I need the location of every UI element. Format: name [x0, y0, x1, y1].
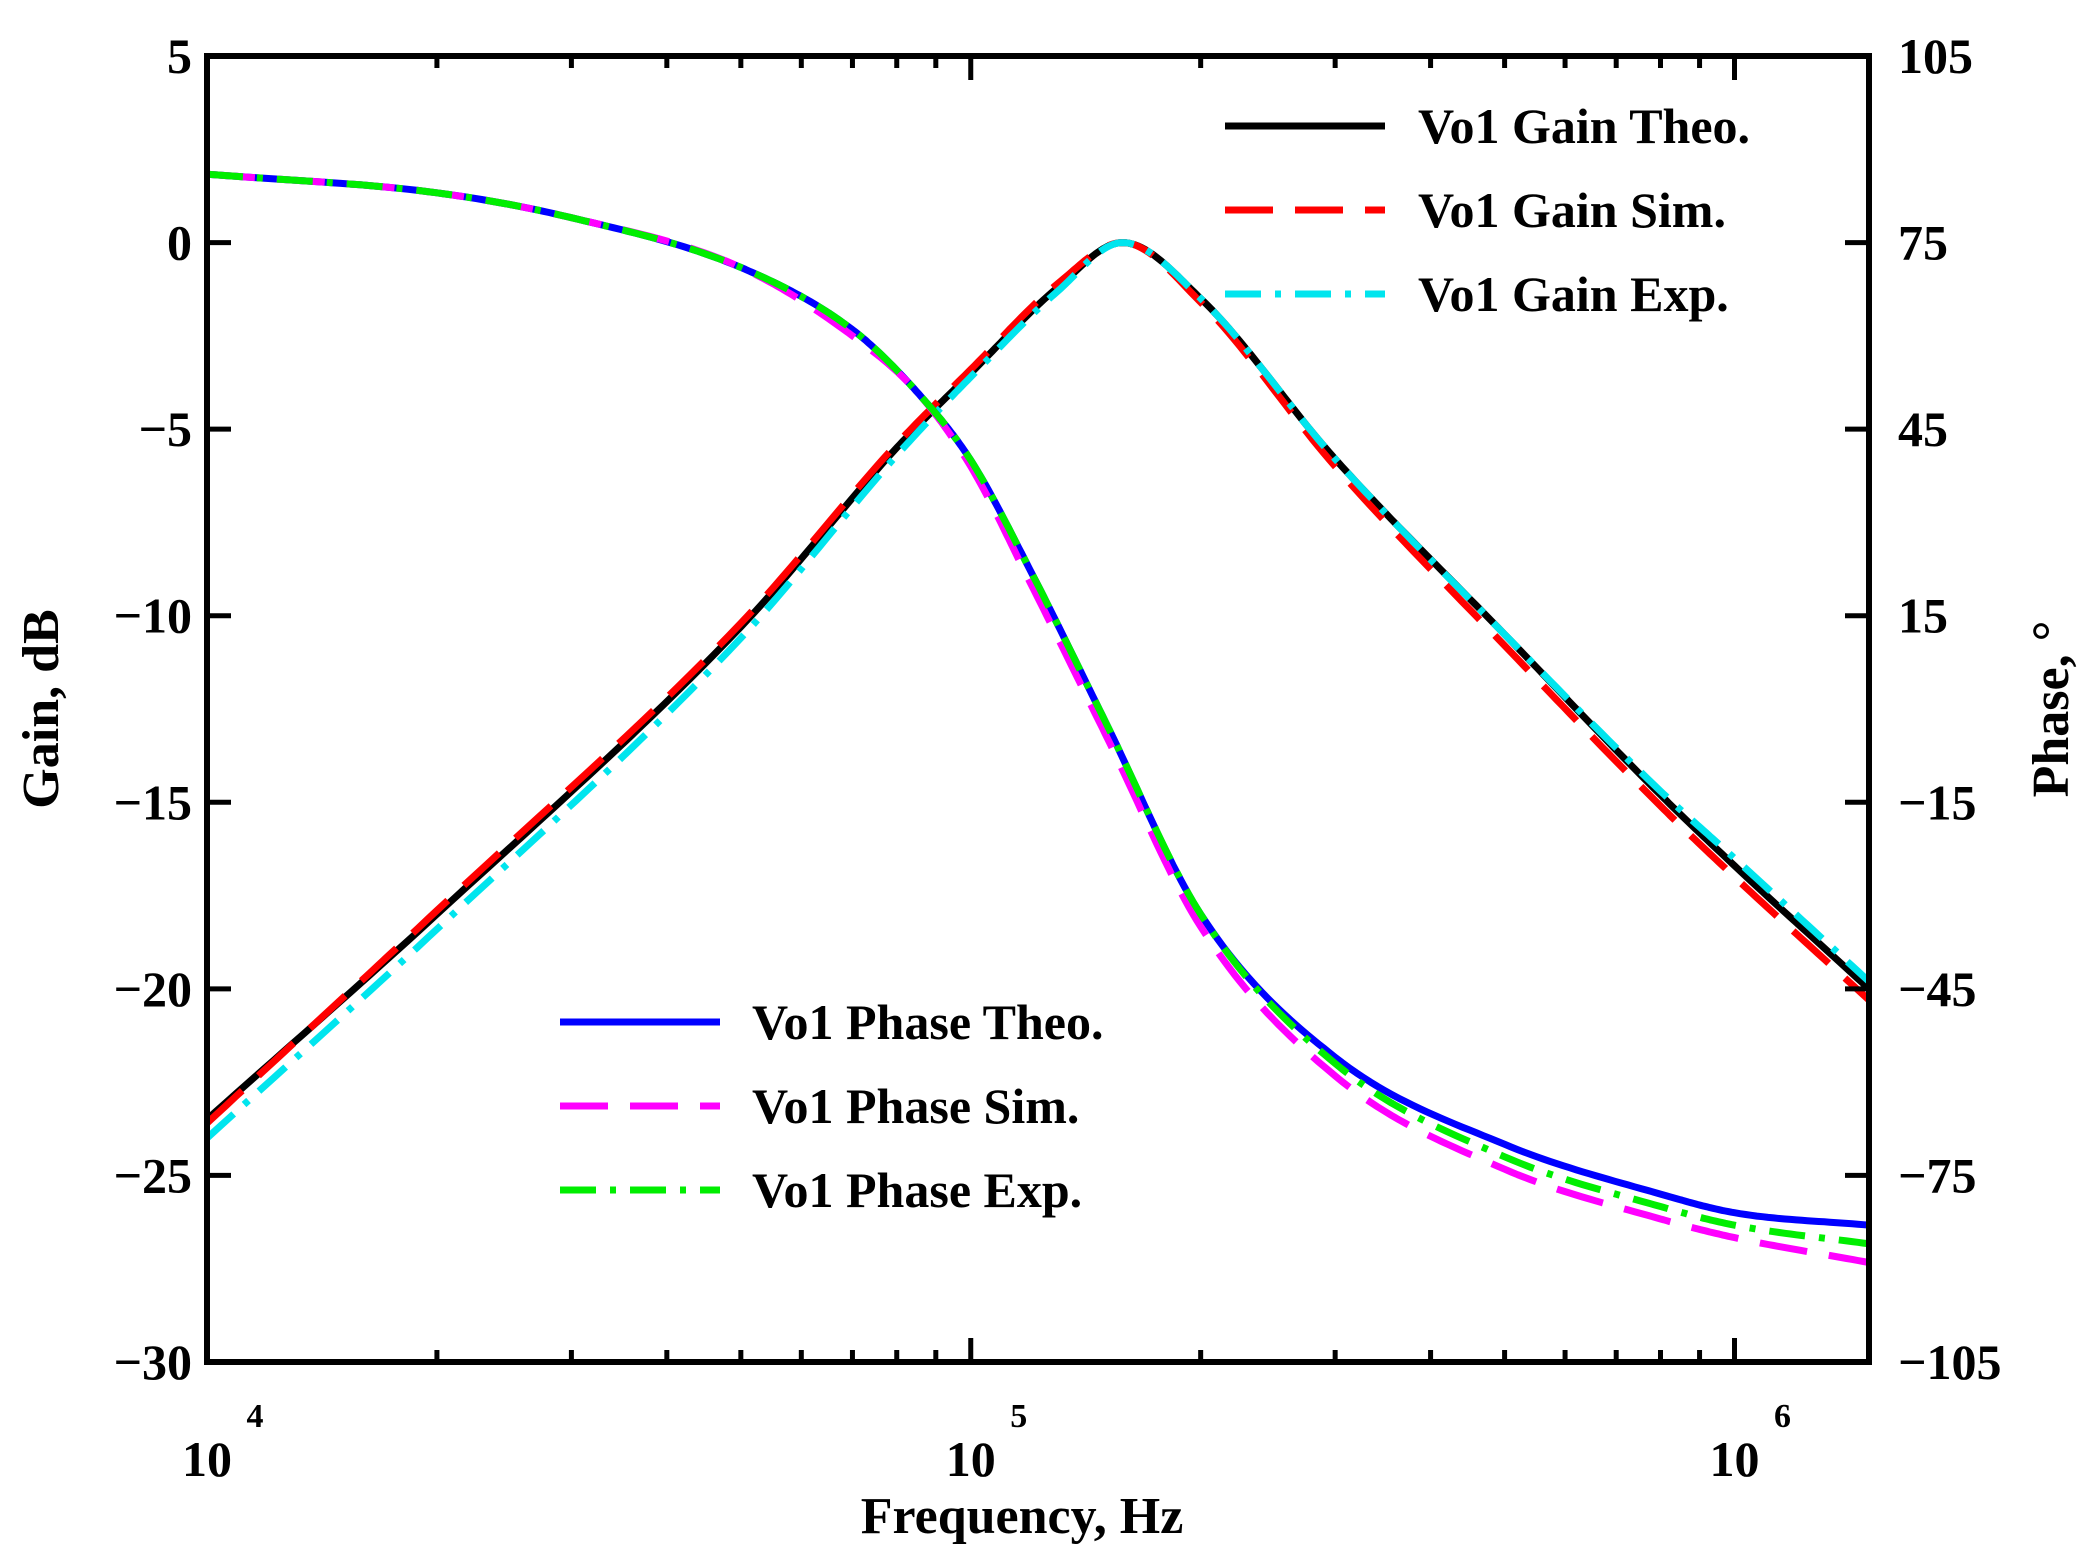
- plot-frame: [204, 53, 1872, 1365]
- x-tick-label-base: 10: [1710, 1431, 1760, 1487]
- legend-bottom-center: Vo1 Phase Theo. Vo1 Phase Sim. Vo1 Phase E…: [560, 994, 1103, 1218]
- x-tick-label-base: 10: [946, 1431, 996, 1487]
- y2-tick-label: −15: [1898, 774, 1977, 830]
- legend-label-phase_sim: Vo1 Phase Sim.: [752, 1078, 1079, 1134]
- x-tick-label: 10 4: [182, 1398, 264, 1487]
- legend-top-right: Vo1 Gain Theo. Vo1 Gain Sim. Vo1 Gain Exp.: [1225, 98, 1750, 322]
- series-layer: [207, 170, 1869, 1266]
- y-tick-label: −5: [139, 401, 193, 457]
- legend-label-gain_theo: Vo1 Gain Theo.: [1418, 98, 1750, 154]
- series-line-gain_theo: [207, 239, 1869, 1123]
- x-tick-label-exp: 4: [247, 1398, 264, 1435]
- legend-label-gain_exp: Vo1 Gain Exp.: [1418, 266, 1729, 322]
- series-line-gain_sim: [207, 239, 1869, 1126]
- x-tick-label: 10 5: [946, 1398, 1028, 1487]
- y2-tick-label: −45: [1898, 961, 1977, 1017]
- series-line-phase_theo: [207, 170, 1869, 1229]
- x-tick-label: 10 6: [1710, 1398, 1792, 1487]
- y2-tick-label: −75: [1898, 1147, 1977, 1203]
- series-line-gain_exp: [207, 239, 1869, 1141]
- y2-tick-label: 45: [1898, 401, 1948, 457]
- y-axis-title: Gain, dB: [13, 609, 70, 808]
- legend-layer: Vo1 Gain Theo. Vo1 Gain Sim. Vo1 Gain Exp.…: [560, 98, 1750, 1218]
- y-tick-label: −20: [114, 961, 193, 1017]
- legend-label-phase_exp: Vo1 Phase Exp.: [752, 1162, 1082, 1218]
- label-layer: 10410510650−5−10−15−20−25−30105754515−15…: [114, 28, 2002, 1487]
- y2-axis-title: Phase, °: [2023, 621, 2077, 798]
- x-axis-title: Frequency, Hz: [861, 1488, 1184, 1545]
- y2-tick-label: −105: [1898, 1334, 2002, 1390]
- y-tick-label: 5: [167, 28, 192, 84]
- x-tick-label-base: 10: [182, 1431, 232, 1487]
- y2-tick-label: 105: [1898, 28, 1973, 84]
- y-tick-label: −15: [114, 774, 193, 830]
- y-tick-label: −30: [114, 1334, 193, 1390]
- y2-tick-label: 15: [1898, 588, 1948, 644]
- y-tick-label: −10: [114, 588, 193, 644]
- legend-label-phase_theo: Vo1 Phase Theo.: [752, 994, 1103, 1050]
- x-tick-label-exp: 5: [1010, 1398, 1027, 1435]
- series-line-phase_exp: [207, 170, 1869, 1248]
- x-tick-label-exp: 6: [1774, 1398, 1791, 1435]
- y-tick-label: −25: [114, 1147, 193, 1203]
- legend-label-gain_sim: Vo1 Gain Sim.: [1418, 182, 1726, 238]
- y-tick-label: 0: [167, 215, 192, 271]
- y2-tick-label: 75: [1898, 215, 1948, 271]
- tick-layer: [204, 53, 1869, 1365]
